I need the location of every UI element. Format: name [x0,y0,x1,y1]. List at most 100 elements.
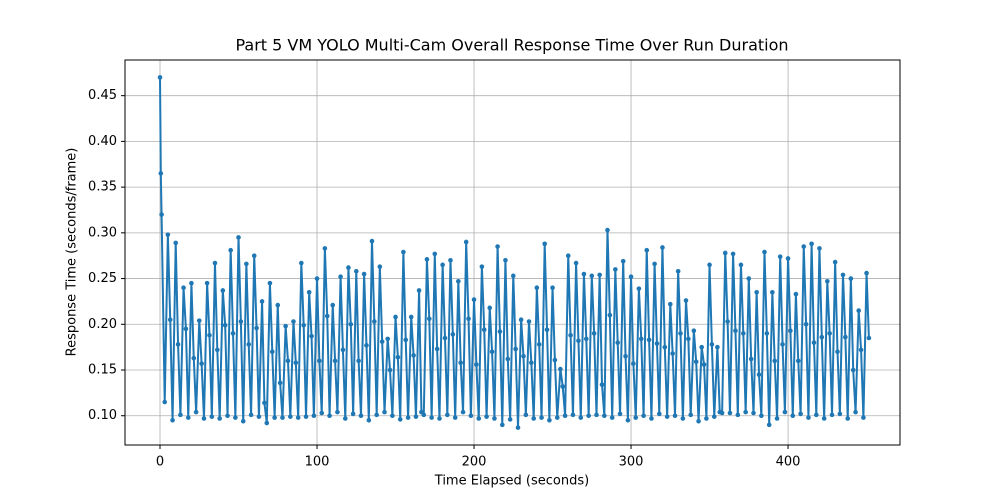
point [821,416,827,421]
chart-title: Part 5 VM YOLO Multi-Cam Overall Respons… [235,36,788,55]
point [248,412,254,418]
point [342,416,348,421]
point [424,257,430,262]
y-tick-label: 0.25 [88,271,117,286]
point [620,258,626,264]
point [429,415,434,420]
point [228,247,233,253]
point [542,241,547,247]
y-tick-label: 0.30 [88,225,117,240]
point [185,415,191,420]
point [638,336,644,342]
point [623,353,628,359]
point [401,249,406,255]
point [285,358,291,364]
point [288,414,293,419]
point [175,342,181,347]
point [547,418,552,423]
plot [157,75,872,430]
point [711,414,717,419]
point [733,328,738,333]
point [474,362,479,367]
y-tick-label: 0.35 [88,180,117,195]
point [295,415,301,420]
point [513,346,518,352]
point [319,410,325,416]
point [772,358,778,364]
point [602,413,607,419]
point [609,415,615,420]
point [262,400,267,406]
point [322,246,328,251]
point [403,337,409,343]
point [617,411,623,417]
point [696,418,701,424]
point [552,357,558,363]
point [594,412,599,418]
point [858,347,864,353]
point [212,260,218,266]
point [670,351,675,356]
point [332,358,338,364]
point [225,413,230,419]
point [581,271,587,277]
point [330,302,336,308]
point [222,322,228,328]
point [646,337,652,343]
point [770,289,775,295]
point [356,358,361,364]
point [762,249,767,255]
point [521,353,526,359]
point [251,253,257,259]
point [468,413,474,419]
point [280,415,285,420]
point [452,415,458,420]
point [275,302,281,308]
point [450,332,456,337]
point [793,291,799,297]
point [442,335,448,341]
point [518,317,524,323]
point [505,356,511,362]
point [167,317,173,323]
point [766,422,772,428]
point [759,413,764,419]
point [652,261,657,267]
x-tick-label: 100 [305,455,330,470]
point [631,361,636,366]
point [299,260,304,266]
point [727,410,733,416]
point [369,238,375,244]
point [256,414,262,419]
point [340,347,346,353]
point [861,415,866,420]
point [159,212,164,217]
point [819,334,825,340]
point [385,336,390,342]
y-tick-label: 0.10 [88,408,117,423]
point [170,418,175,423]
point [507,417,513,422]
point [158,171,164,176]
point [377,264,383,269]
y-tick-label: 0.45 [88,88,117,103]
point [416,288,422,293]
point [798,411,803,417]
point [165,232,171,237]
point [586,413,591,419]
point [741,331,746,336]
point [358,413,364,419]
point [693,359,699,365]
point [725,319,730,324]
point [811,340,817,345]
point [837,411,843,417]
point [259,299,265,304]
point [625,418,631,423]
point [238,319,244,324]
point [843,334,848,340]
point [397,417,403,422]
point [701,362,707,367]
point [743,409,748,415]
point [387,367,393,373]
